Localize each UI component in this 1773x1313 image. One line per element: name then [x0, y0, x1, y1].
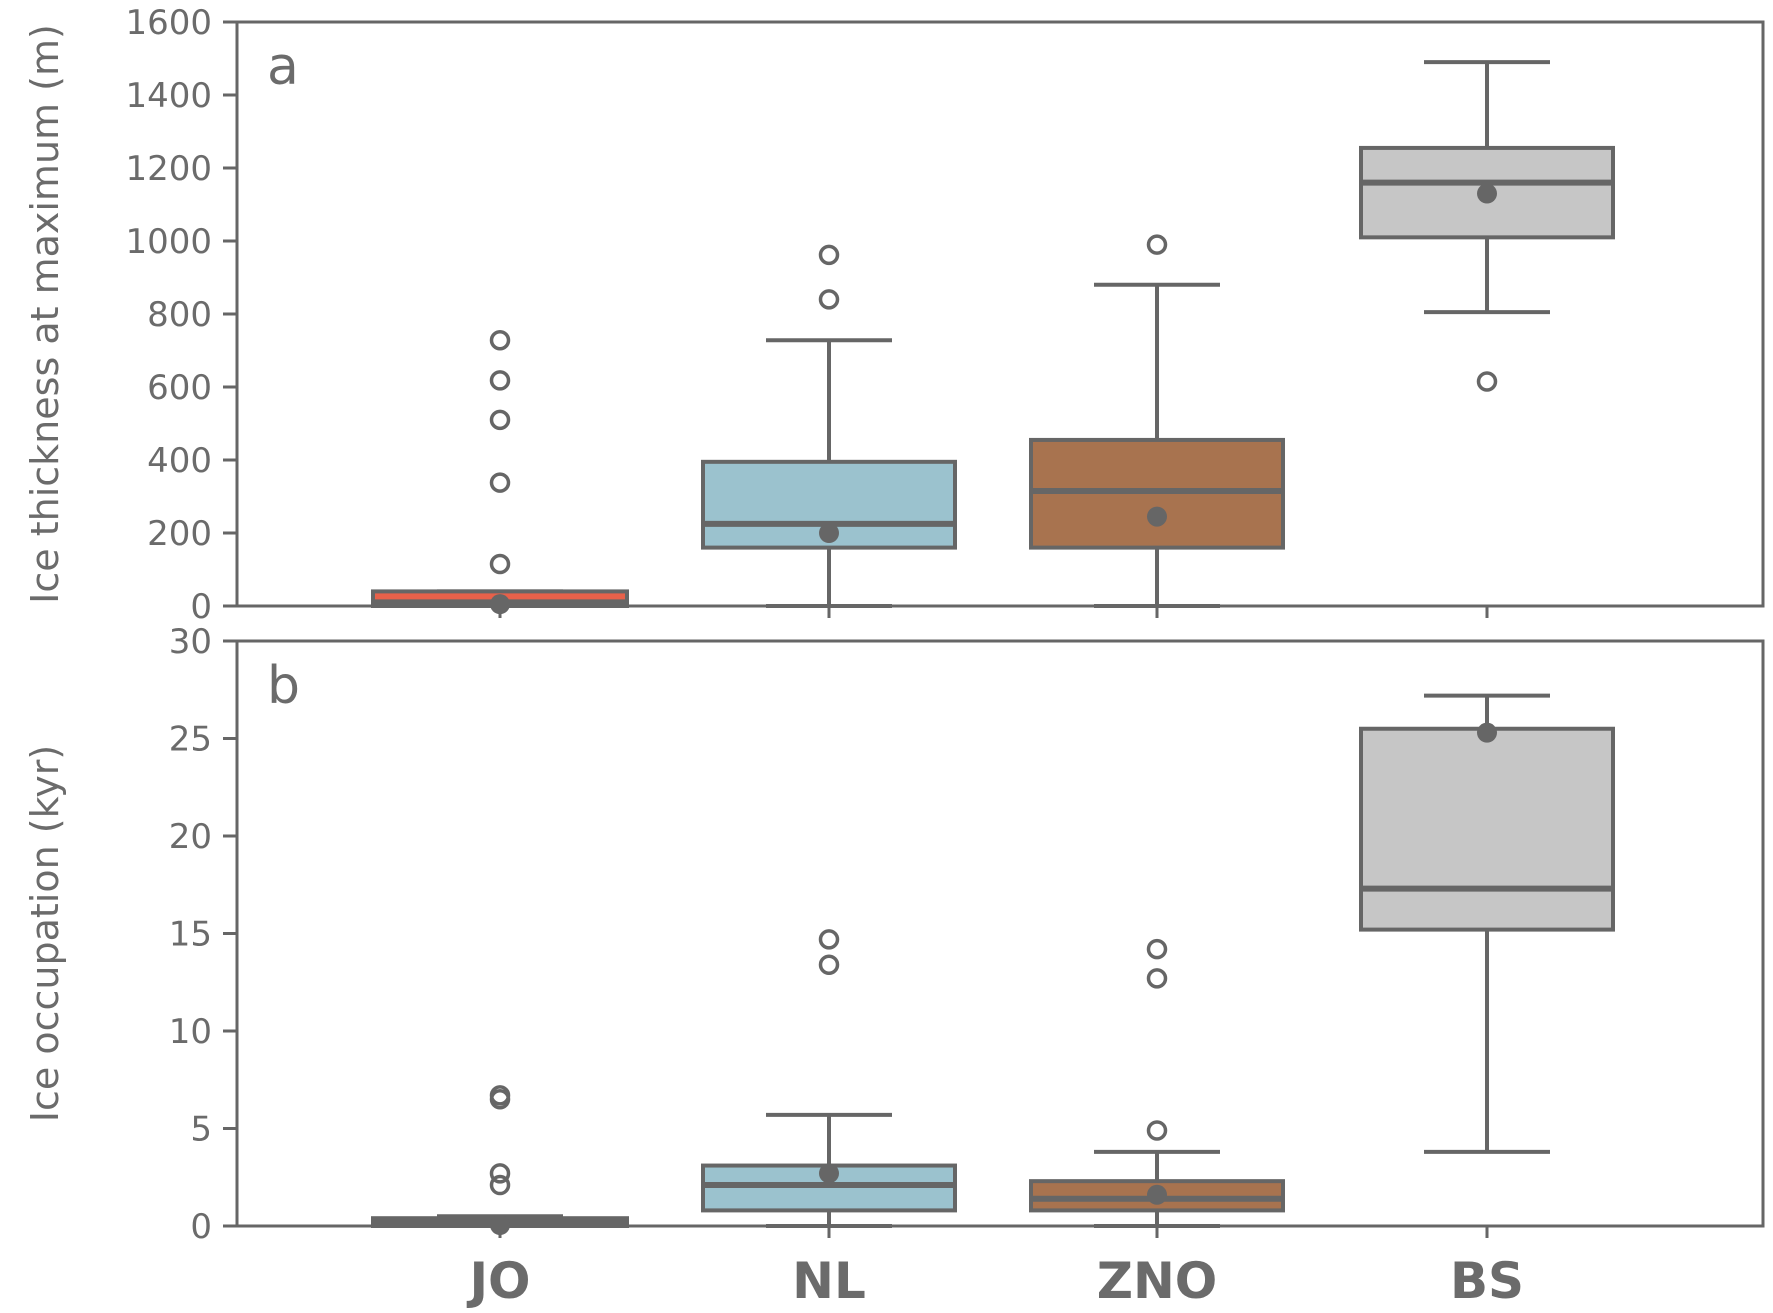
panel-b-zno-outlier	[1146, 968, 1168, 989]
panel-b-zno-mean	[1147, 1184, 1167, 1205]
panel-a-zno-mean	[1147, 506, 1167, 527]
panel-a-nl-outlier	[818, 244, 840, 266]
panel-b-bs-box	[1359, 726, 1615, 932]
panel-b-jo-mean	[490, 1215, 510, 1236]
panel-b-nl-outlier	[818, 954, 840, 975]
panel-a-ytick-label: 0	[190, 587, 212, 627]
panel-a-ytick-label: 400	[147, 441, 212, 481]
panel-a-zno-outlier	[1146, 234, 1168, 255]
category-label-jo: JO	[466, 1252, 530, 1310]
panel-b-ytick-label: 15	[169, 915, 212, 955]
panel-a-jo-mean	[490, 594, 510, 615]
panel-a-ytick-label: 600	[147, 368, 212, 408]
panel-b-ytick-label: 20	[169, 817, 212, 857]
panel-b-zno-outlier	[1146, 1120, 1168, 1141]
panel-a-nl-mean	[819, 523, 839, 543]
panel-a-jo-outlier	[489, 472, 511, 493]
panel-a-ytick-label: 1200	[125, 149, 212, 189]
category-label-bs: BS	[1450, 1252, 1524, 1310]
panel-a-bs-outlier	[1476, 371, 1498, 392]
category-label-zno: ZNO	[1097, 1252, 1218, 1310]
panel-a-ytick-label: 1000	[125, 222, 212, 262]
panel-b-nl-mean	[819, 1163, 839, 1184]
panel-b-letter: b	[267, 656, 300, 716]
panel-b-ytick-label: 30	[169, 622, 212, 662]
panel-a-jo-outlier	[489, 553, 511, 575]
panel-b-ylabel: Ice occupation (kyr)	[23, 745, 67, 1122]
panel-a-ytick-label: 1600	[125, 3, 212, 43]
panel-a-jo-outlier	[489, 370, 511, 391]
panel-b-jo-outlier	[489, 1174, 511, 1196]
panel-b-ytick-label: 5	[190, 1110, 212, 1150]
panel-b-jo-outlier	[489, 1085, 511, 1106]
panel-a-ylabel: Ice thickness at maximum (m)	[23, 24, 67, 604]
panel-a-ytick-label: 1400	[125, 76, 212, 116]
panel-b-bs-mean	[1477, 722, 1497, 743]
panel-a-ytick-label: 200	[147, 514, 212, 554]
panel-b-ytick-label: 10	[169, 1012, 212, 1052]
panel-a-ytick-label: 800	[147, 295, 212, 335]
panel-b-nl-outlier	[818, 929, 840, 950]
panel-b-jo-outlier	[489, 1163, 511, 1184]
panel-a-nl-outlier	[818, 289, 840, 310]
panel-b-ytick-label: 25	[169, 720, 212, 760]
category-label-nl: NL	[792, 1252, 866, 1310]
panel-a-bs-mean	[1477, 183, 1497, 204]
panel-a-letter: a	[267, 37, 299, 97]
panel-a-jo-outlier	[489, 330, 511, 351]
panel-a-jo-outlier	[489, 409, 511, 431]
panel-b-zno-outlier	[1146, 938, 1168, 960]
panel-b-ytick-label: 0	[190, 1207, 212, 1247]
